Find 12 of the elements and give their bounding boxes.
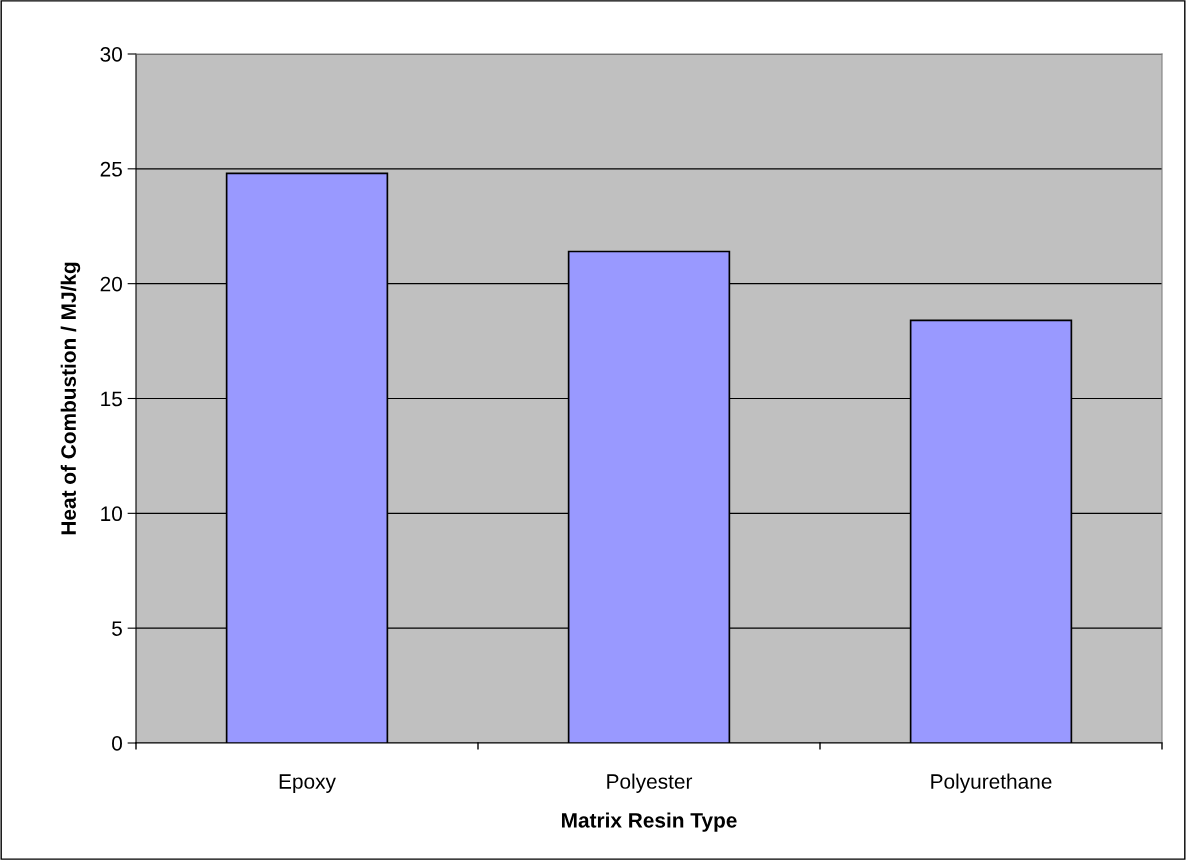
- x-tick-label: Polyurethane: [931, 773, 1052, 793]
- y-tick-label: 30: [100, 47, 122, 62]
- y-tick-label: 20: [100, 276, 122, 292]
- x-tick-label: Epoxy: [279, 774, 336, 793]
- y-tick-label: 5: [112, 621, 122, 636]
- x-tick-label: Polyester: [607, 773, 693, 793]
- y-tick-label: 0: [112, 736, 122, 751]
- y-tick-label: 10: [101, 506, 122, 522]
- y-axis-title: Heat of Combustion / MJ/kg: [60, 262, 81, 535]
- y-tick-label: 25: [100, 161, 122, 177]
- y-tick-label: 15: [101, 391, 122, 407]
- x-axis-title: Matrix Resin Type: [562, 812, 737, 832]
